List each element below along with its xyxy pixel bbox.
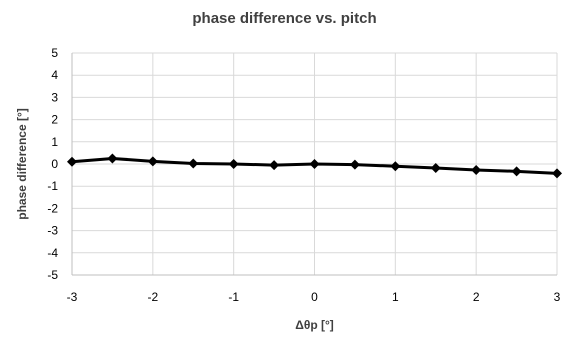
y-tick-label: -4 — [47, 246, 58, 260]
data-point — [430, 162, 441, 173]
data-point — [188, 158, 199, 169]
data-point — [390, 161, 401, 172]
y-tick-label: 5 — [51, 46, 58, 60]
x-tick-label: -2 — [147, 290, 158, 304]
y-tick-label: -5 — [47, 268, 58, 282]
y-tick-label: -1 — [47, 179, 58, 193]
data-point — [228, 159, 239, 169]
y-tick-label: 0 — [51, 157, 58, 171]
y-tick-label: 3 — [51, 90, 58, 104]
data-point — [67, 156, 77, 167]
data-point — [269, 160, 280, 171]
data-point — [349, 159, 360, 170]
y-tick-label: 2 — [51, 113, 58, 127]
data-point — [511, 166, 522, 177]
x-axis-label: Δθp [°] — [295, 318, 334, 332]
y-tick-label: -3 — [47, 224, 58, 238]
x-tick-label: -1 — [228, 290, 239, 304]
data-point — [471, 164, 482, 175]
y-tick-label: 4 — [51, 68, 58, 82]
x-tick-label: 2 — [473, 290, 480, 304]
data-point — [552, 168, 562, 179]
y-tick-label: 1 — [51, 135, 58, 149]
chart-title: phase difference vs. pitch — [192, 10, 377, 27]
data-point — [309, 159, 320, 169]
x-tick-label: 0 — [311, 290, 318, 304]
y-tick-label: -2 — [47, 201, 58, 215]
data-point — [107, 153, 118, 164]
x-tick-label: 1 — [392, 290, 399, 304]
data-point — [147, 156, 158, 167]
x-tick-label: 3 — [554, 290, 561, 304]
x-tick-label: -3 — [67, 290, 78, 304]
